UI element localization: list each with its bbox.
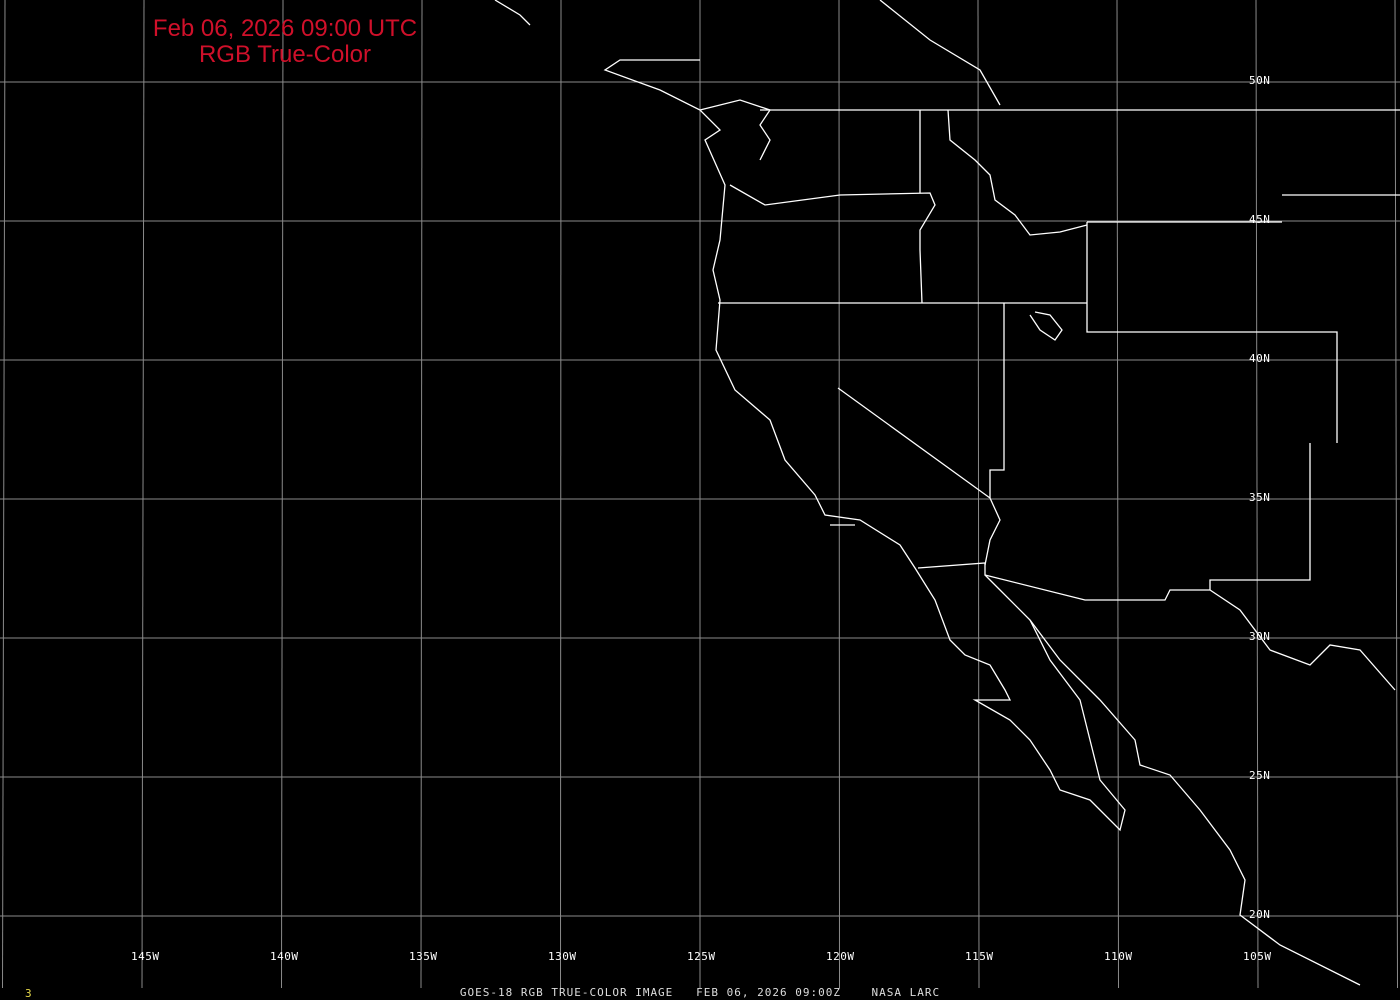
image-footer-caption: GOES-18 RGB TRUE-COLOR IMAGE FEB 06, 202… bbox=[459, 986, 941, 999]
longitude-label: 130W bbox=[548, 950, 577, 963]
ca-nv-border bbox=[837, 387, 1001, 566]
meridian-line bbox=[141, 0, 145, 989]
longitude-label: 125W bbox=[687, 950, 716, 963]
meridian-line bbox=[560, 0, 562, 989]
latitude-label: 30N bbox=[1249, 630, 1271, 643]
latitude-label: 40N bbox=[1249, 352, 1271, 365]
latitude-label: 50N bbox=[1249, 74, 1271, 87]
longitude-label: 105W bbox=[1243, 950, 1272, 963]
longitude-label: 140W bbox=[270, 950, 299, 963]
new-mexico-border bbox=[1209, 443, 1311, 590]
idaho-montana-border bbox=[947, 109, 1088, 236]
meridian-line bbox=[420, 0, 423, 989]
longitude-label: 110W bbox=[1104, 950, 1133, 963]
longitude-label: 135W bbox=[409, 950, 438, 963]
longitude-label: 115W bbox=[965, 950, 994, 963]
pacific-coastline bbox=[603, 59, 1126, 832]
mexico-mainland-coast bbox=[1029, 619, 1361, 986]
map-title-datetime: Feb 06, 2026 09:00 UTC bbox=[152, 15, 418, 42]
salish-sea-coast bbox=[699, 99, 772, 161]
frame-number: 3 bbox=[25, 987, 32, 1000]
us-mexico-border bbox=[917, 562, 1396, 691]
meridian-line bbox=[1255, 0, 1259, 989]
map-title-product: RGB True-Color bbox=[198, 41, 372, 68]
wa-or-border bbox=[729, 184, 936, 304]
meridian-line bbox=[281, 0, 284, 989]
bc-coast bbox=[494, 0, 531, 26]
nevada-east-border bbox=[989, 303, 1005, 498]
latitude-label: 35N bbox=[1249, 491, 1271, 504]
utah-border bbox=[1086, 222, 1338, 443]
coastlines-and-borders bbox=[494, 0, 1400, 986]
latitude-label: 20N bbox=[1249, 908, 1271, 921]
rockies-border bbox=[879, 0, 1001, 106]
great-salt-lake bbox=[1029, 311, 1063, 341]
meridian-line bbox=[2, 0, 6, 989]
meridian-line bbox=[1394, 0, 1398, 989]
latitude-label: 45N bbox=[1249, 213, 1271, 226]
latitude-label: 25N bbox=[1249, 769, 1271, 782]
longitude-label: 120W bbox=[826, 950, 855, 963]
meridian-line bbox=[977, 0, 980, 989]
longitude-label: 145W bbox=[131, 950, 160, 963]
meridian-line bbox=[1116, 0, 1119, 989]
meridian-line bbox=[838, 0, 840, 989]
